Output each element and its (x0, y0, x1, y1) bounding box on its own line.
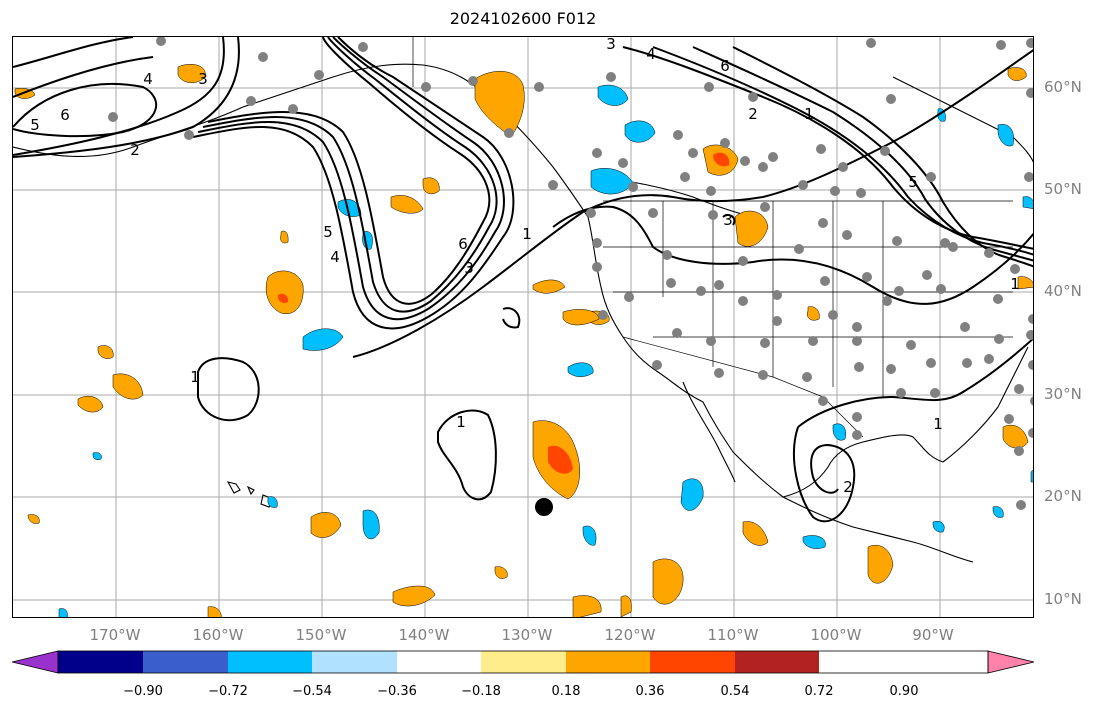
contour-label: 3 (606, 37, 616, 53)
contours (13, 37, 1033, 523)
lat-label: 30°N (1044, 385, 1082, 403)
colorbar-tick: −0.54 (292, 684, 332, 699)
lon-label: 110°W (707, 626, 759, 644)
colorbar-segment (566, 651, 650, 673)
colorbar-segment (650, 651, 735, 673)
contour-label: 1 (456, 413, 466, 431)
coastlines (13, 63, 1033, 563)
lat-label: 40°N (1044, 282, 1082, 300)
lat-label: 60°N (1044, 78, 1082, 96)
negative-shading (58, 84, 1033, 617)
station-dots (108, 37, 1033, 510)
contour-label: 5 (908, 173, 918, 191)
contour-label: 4 (646, 45, 656, 63)
colorbar-tick: −0.36 (377, 684, 417, 699)
contour-labels: 5 6 2 3 4 5 4 6 3 1 3 4 6 2 1 5 3 1 1 1 … (30, 37, 1020, 496)
contour-label: 5 (323, 223, 333, 241)
lon-label: 150°W (295, 626, 347, 644)
contour-label: 1 (804, 105, 814, 123)
contour-label: 2 (748, 105, 758, 123)
contour-label: 1 (933, 415, 943, 433)
lon-label: 120°W (604, 626, 656, 644)
contour-label: 3 (464, 259, 474, 277)
marker-dot (535, 498, 553, 516)
map-panel: 5 6 2 3 4 5 4 6 3 1 3 4 6 2 1 5 3 1 1 1 … (12, 36, 1034, 618)
colorbar-segment (735, 651, 819, 673)
colorbar-tick: 0.18 (551, 684, 581, 699)
colorbar-tick: 0.54 (720, 684, 750, 699)
colorbar-tick: 0.90 (889, 684, 919, 699)
colorbar-tick: −0.90 (123, 684, 163, 699)
contour-label: 2 (843, 478, 853, 496)
contour-label: 6 (458, 235, 468, 253)
contour-label: 2 (130, 141, 140, 159)
lon-label: 90°W (912, 626, 954, 644)
contour-label: 1 (522, 225, 532, 243)
colorbar (12, 650, 1035, 674)
colorbar-tick: −0.18 (461, 684, 501, 699)
colorbar-tick: −0.72 (208, 684, 248, 699)
colorbar-segment (58, 651, 143, 673)
lon-label: 100°W (810, 626, 862, 644)
colorbar-segment (12, 651, 58, 673)
colorbar-segment (481, 651, 566, 673)
lat-label: 50°N (1044, 180, 1082, 198)
contour-label: 6 (60, 106, 70, 124)
contour-label: 3 (198, 70, 208, 88)
map-title: 2024102600 F012 (449, 9, 597, 28)
colorbar-segment (988, 651, 1034, 673)
contour-label: 5 (30, 116, 40, 134)
contour-label: 3 (723, 211, 733, 229)
contour-label: 1 (1010, 275, 1020, 293)
lon-label: 130°W (501, 626, 553, 644)
map-canvas: 5 6 2 3 4 5 4 6 3 1 3 4 6 2 1 5 3 1 1 1 … (13, 37, 1033, 617)
contour-label: 4 (143, 70, 153, 88)
colorbar-segment (312, 651, 397, 673)
strong-positive-shading (277, 152, 730, 474)
lat-label: 20°N (1044, 487, 1082, 505)
colorbar-segments (12, 651, 1034, 673)
colorbar-segment (397, 651, 481, 673)
contour-label: 4 (330, 248, 340, 266)
contour-label: 6 (720, 57, 730, 75)
lat-label: 10°N (1044, 590, 1082, 608)
colorbar-tick: 0.36 (635, 684, 665, 699)
colorbar-segment (228, 651, 312, 673)
lon-label: 140°W (398, 626, 450, 644)
lon-label: 170°W (89, 626, 141, 644)
colorbar-tick: 0.72 (804, 684, 834, 699)
lon-label: 160°W (192, 626, 244, 644)
contour-label: 1 (190, 368, 200, 386)
colorbar-segment (143, 651, 228, 673)
graticule (13, 37, 1033, 617)
